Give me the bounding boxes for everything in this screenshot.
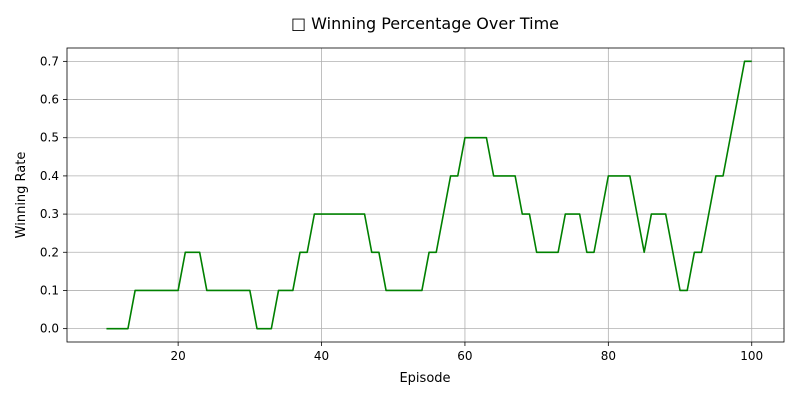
y-tick-label: 0.2: [40, 245, 59, 259]
x-axis-label: Episode: [399, 371, 450, 386]
chart-title: □ Winning Percentage Over Time: [291, 14, 559, 33]
y-tick-label: 0.4: [40, 169, 59, 183]
x-tick-label: 40: [314, 349, 329, 363]
winning-rate-line: [106, 60, 752, 330]
plot-frame: [66, 47, 785, 343]
y-tick-label: 0.6: [40, 93, 59, 107]
series-line: [106, 60, 752, 330]
axis-ticks: 20 40 60 80 100 0.0 0.1 0.2 0.3 0.4 0.5 0.6 0.7: [40, 54, 763, 363]
y-tick-label: 0.3: [40, 207, 59, 221]
y-axis-label: Winning Rate: [14, 152, 29, 239]
x-tick-label: 60: [457, 349, 472, 363]
x-tick-label: 20: [170, 349, 185, 363]
y-tick-label: 0.5: [40, 131, 59, 145]
y-tick-label: 0.1: [40, 283, 59, 297]
x-tick-label: 100: [740, 349, 763, 363]
y-tick-label: 0.0: [40, 322, 59, 336]
y-tick-label: 0.7: [40, 54, 59, 68]
grid-lines: [67, 48, 784, 342]
x-tick-label: 80: [601, 349, 616, 363]
